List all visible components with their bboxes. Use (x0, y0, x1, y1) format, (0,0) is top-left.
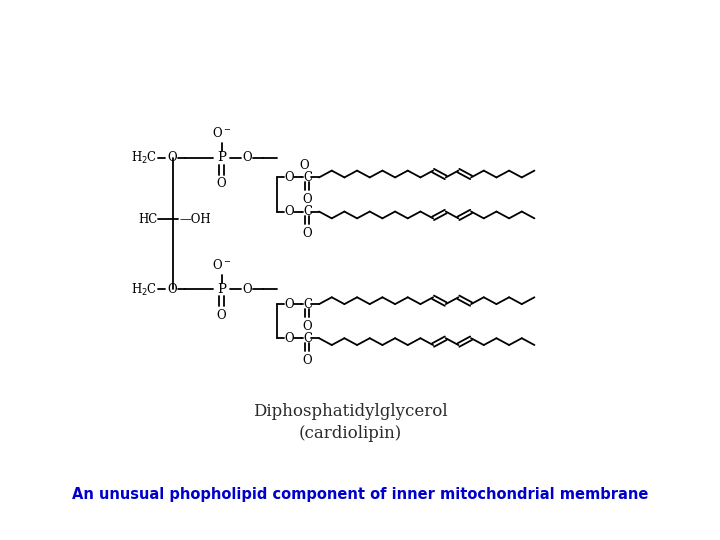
Text: O: O (300, 159, 310, 172)
Text: An unusual phopholipid component of inner mitochondrial membrane: An unusual phopholipid component of inne… (72, 487, 648, 502)
Text: Diphosphatidylglycerol: Diphosphatidylglycerol (253, 403, 448, 420)
Text: O: O (242, 151, 252, 165)
Text: O$^-$: O$^-$ (212, 258, 231, 272)
Text: O: O (167, 151, 176, 165)
Text: O: O (284, 298, 294, 310)
Text: O: O (167, 283, 176, 296)
Text: C: C (303, 332, 312, 345)
Text: C: C (303, 171, 312, 184)
Text: O: O (217, 178, 226, 191)
Text: O: O (284, 332, 294, 345)
Text: C: C (303, 205, 312, 218)
Text: O$^-$: O$^-$ (212, 126, 231, 140)
Text: O: O (302, 354, 312, 367)
Text: O: O (302, 227, 312, 240)
Text: O: O (242, 283, 252, 296)
Text: O: O (284, 205, 294, 218)
Text: H$_2$C: H$_2$C (131, 150, 157, 166)
Text: C: C (303, 298, 312, 310)
Text: O: O (302, 320, 312, 333)
Text: P: P (217, 151, 226, 165)
Text: HC: HC (138, 213, 157, 226)
Text: O: O (284, 171, 294, 184)
Text: H$_2$C: H$_2$C (131, 281, 157, 298)
Text: —OH: —OH (180, 213, 212, 226)
Text: (cardiolipin): (cardiolipin) (299, 425, 402, 442)
Text: P: P (217, 283, 226, 296)
Text: O: O (302, 193, 312, 206)
Text: O: O (217, 309, 226, 322)
